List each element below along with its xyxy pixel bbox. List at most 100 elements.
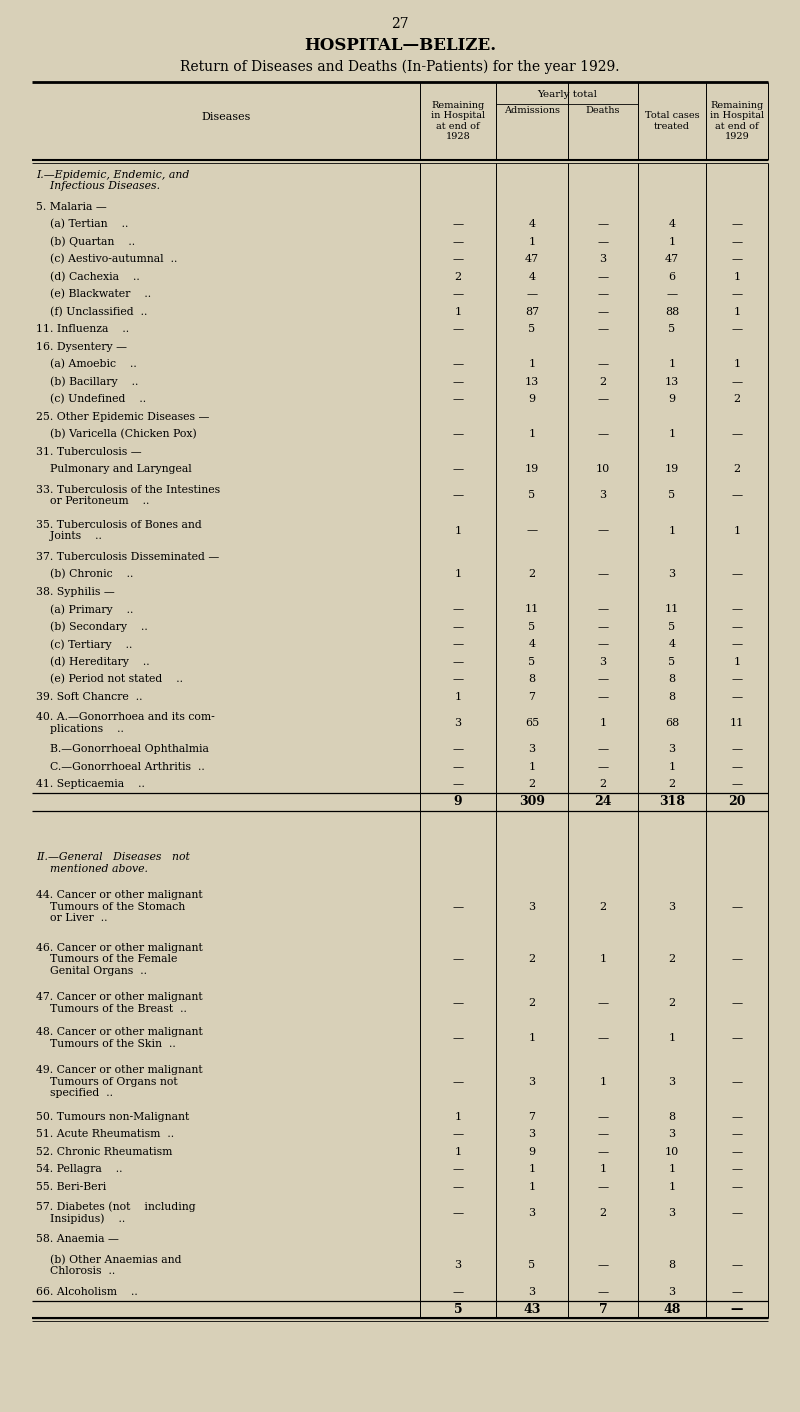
Text: 47: 47 [525, 254, 539, 264]
Text: 3: 3 [669, 902, 675, 912]
Text: —: — [731, 1147, 742, 1156]
Text: 1: 1 [669, 1182, 675, 1192]
Text: —: — [731, 1286, 742, 1296]
Text: Yearly total: Yearly total [538, 90, 598, 99]
Text: 5: 5 [529, 657, 535, 666]
Text: 1: 1 [734, 359, 741, 370]
Text: 88: 88 [665, 306, 679, 316]
Text: —: — [731, 1182, 742, 1192]
Text: 9: 9 [529, 394, 535, 404]
Text: 2: 2 [734, 465, 741, 474]
Text: 9: 9 [454, 795, 462, 808]
Text: 3: 3 [529, 902, 535, 912]
Text: 3: 3 [669, 1286, 675, 1296]
Text: —: — [731, 779, 742, 789]
Text: Remaining
in Hospital
at end of
1928: Remaining in Hospital at end of 1928 [431, 100, 485, 141]
Text: 3: 3 [669, 1209, 675, 1219]
Text: 5: 5 [529, 621, 535, 631]
Text: —: — [598, 1130, 609, 1139]
Text: 3: 3 [599, 254, 606, 264]
Text: —: — [453, 621, 463, 631]
Text: 50. Tumours non-Malignant: 50. Tumours non-Malignant [36, 1111, 190, 1121]
Text: 43: 43 [523, 1303, 541, 1316]
Text: 1: 1 [669, 761, 675, 772]
Text: —: — [453, 998, 463, 1008]
Text: (f) Unclassified  ..: (f) Unclassified .. [36, 306, 147, 316]
Text: —: — [453, 465, 463, 474]
Text: —: — [731, 237, 742, 247]
Text: 44. Cancer or other malignant
    Tumours of the Stomach
    or Liver  ..: 44. Cancer or other malignant Tumours of… [36, 890, 202, 923]
Text: —: — [598, 219, 609, 229]
Text: —: — [598, 237, 609, 247]
Text: 1: 1 [454, 569, 462, 579]
Text: 5: 5 [669, 325, 675, 335]
Text: 8: 8 [529, 675, 535, 685]
Text: —: — [731, 604, 742, 614]
Text: —: — [453, 604, 463, 614]
Text: 27: 27 [391, 17, 409, 31]
Text: —: — [731, 1209, 742, 1219]
Text: 3: 3 [669, 744, 675, 754]
Text: 2: 2 [599, 1209, 606, 1219]
Text: —: — [731, 744, 742, 754]
Text: 2: 2 [599, 377, 606, 387]
Text: 65: 65 [525, 717, 539, 729]
Text: 4: 4 [669, 219, 675, 229]
Text: —: — [453, 1034, 463, 1043]
Text: —: — [453, 289, 463, 299]
Text: 1: 1 [454, 692, 462, 702]
Text: 9: 9 [669, 394, 675, 404]
Text: —: — [598, 1182, 609, 1192]
Text: —: — [453, 657, 463, 666]
Text: —: — [526, 525, 538, 535]
Text: 7: 7 [598, 1303, 607, 1316]
Text: 2: 2 [454, 271, 462, 282]
Text: 13: 13 [525, 377, 539, 387]
Text: 57. Diabetes (not    including
    Insipidus)    ..: 57. Diabetes (not including Insipidus) .… [36, 1202, 196, 1224]
Text: C.—Gonorrhoeal Arthritis  ..: C.—Gonorrhoeal Arthritis .. [36, 761, 205, 772]
Text: 4: 4 [529, 271, 535, 282]
Text: —: — [598, 325, 609, 335]
Text: (e) Period not stated    ..: (e) Period not stated .. [36, 674, 183, 685]
Text: —: — [453, 219, 463, 229]
Text: 1: 1 [529, 359, 535, 370]
Text: 46. Cancer or other malignant
    Tumours of the Female
    Genital Organs  ..: 46. Cancer or other malignant Tumours of… [36, 943, 202, 976]
Text: 37. Tuberculosis Disseminated —: 37. Tuberculosis Disseminated — [36, 552, 219, 562]
Text: 54. Pellagra    ..: 54. Pellagra .. [36, 1165, 122, 1175]
Text: 2: 2 [529, 998, 535, 1008]
Text: 309: 309 [519, 795, 545, 808]
Text: —: — [598, 1034, 609, 1043]
Text: 11: 11 [730, 717, 744, 729]
Text: —: — [526, 289, 538, 299]
Text: (c) Aestivo-autumnal  ..: (c) Aestivo-autumnal .. [36, 254, 178, 264]
Text: —: — [731, 761, 742, 772]
Text: —: — [453, 675, 463, 685]
Text: 1: 1 [454, 1111, 462, 1121]
Text: 3: 3 [529, 1286, 535, 1296]
Text: 40. A.—Gonorrhoea and its com-
    plications    ..: 40. A.—Gonorrhoea and its com- plication… [36, 712, 214, 734]
Text: 10: 10 [665, 1147, 679, 1156]
Text: Pulmonary and Laryngeal: Pulmonary and Laryngeal [36, 465, 192, 474]
Text: 2: 2 [669, 955, 675, 964]
Text: 6: 6 [669, 271, 675, 282]
Text: 1: 1 [669, 1165, 675, 1175]
Text: II.—General   Diseases   not
    mentioned above.: II.—General Diseases not mentioned above… [36, 853, 190, 874]
Text: —: — [731, 640, 742, 650]
Text: —: — [731, 1165, 742, 1175]
Text: 49. Cancer or other malignant
    Tumours of Organs not
    specified  ..: 49. Cancer or other malignant Tumours of… [36, 1065, 202, 1099]
Text: (a) Primary    ..: (a) Primary .. [36, 604, 134, 614]
Text: Admissions: Admissions [504, 106, 560, 114]
Text: —: — [731, 377, 742, 387]
Text: 19: 19 [665, 465, 679, 474]
Text: 1: 1 [529, 1165, 535, 1175]
Text: 5. Malaria —: 5. Malaria — [36, 202, 106, 212]
Text: 1: 1 [669, 237, 675, 247]
Text: 1: 1 [599, 717, 606, 729]
Text: —: — [731, 998, 742, 1008]
Text: —: — [731, 1034, 742, 1043]
Text: Deaths: Deaths [586, 106, 620, 114]
Text: —: — [598, 429, 609, 439]
Text: 5: 5 [529, 490, 535, 500]
Text: —: — [598, 692, 609, 702]
Text: 3: 3 [599, 490, 606, 500]
